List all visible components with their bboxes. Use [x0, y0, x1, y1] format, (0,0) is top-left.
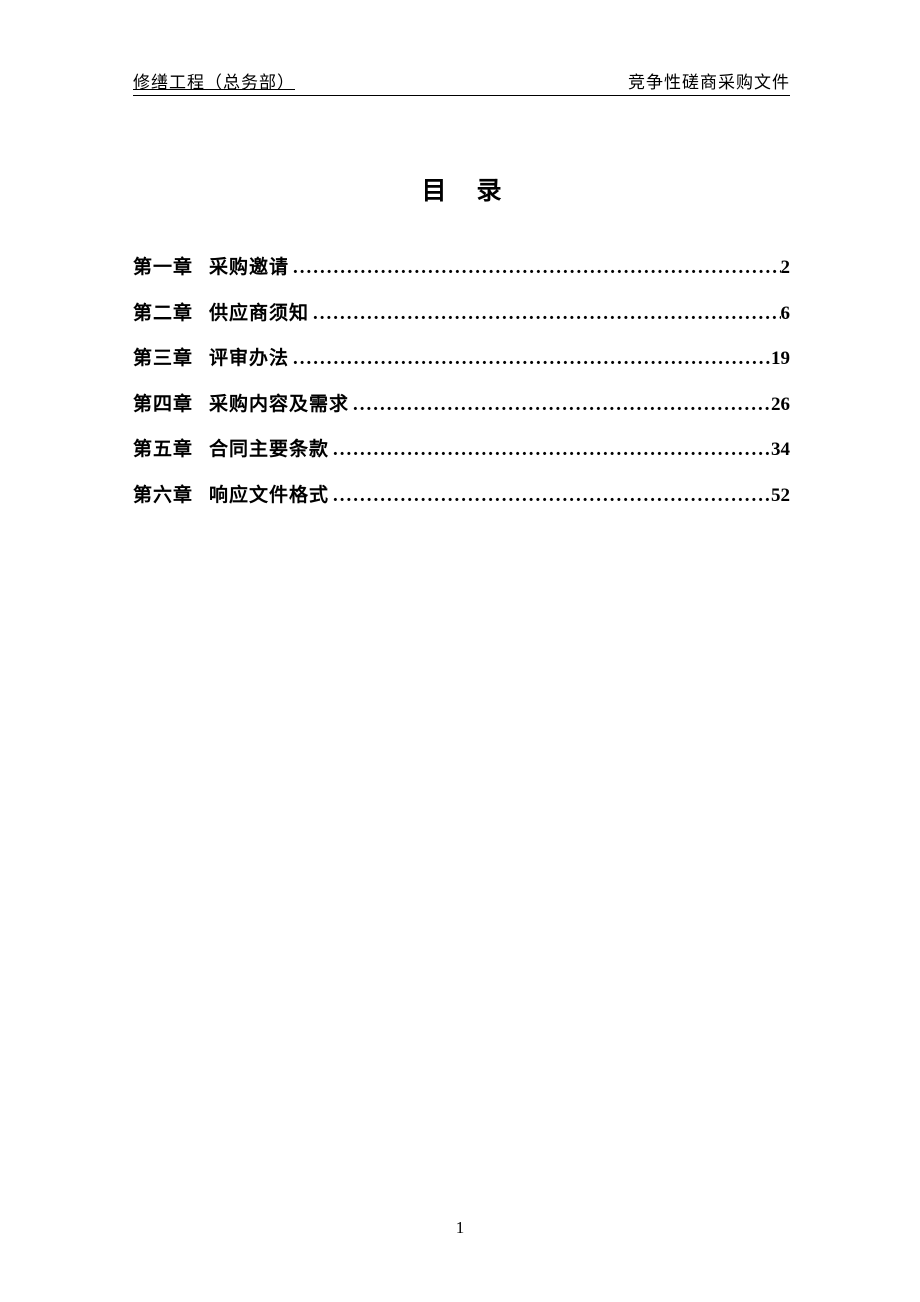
toc-entry: 第五章 合同主要条款 .............................… — [133, 437, 790, 464]
toc-title: 目录 — [133, 171, 790, 207]
table-of-contents: 第一章 采购邀请 ...............................… — [133, 255, 790, 510]
toc-name: 供应商须知 — [209, 301, 309, 328]
toc-chapter: 第二章 — [133, 301, 193, 328]
page-header: 修缮工程（总务部） 竞争性磋商采购文件 — [133, 68, 790, 96]
toc-dots: ........................................… — [289, 346, 771, 373]
header-right-text: 竞争性磋商采购文件 — [628, 68, 790, 93]
document-page: 修缮工程（总务部） 竞争性磋商采购文件 目录 第一章 采购邀请 ........… — [0, 0, 920, 510]
toc-page-number: 52 — [771, 483, 790, 510]
toc-name: 合同主要条款 — [209, 437, 329, 464]
toc-chapter: 第四章 — [133, 392, 193, 419]
toc-page-number: 34 — [771, 437, 790, 464]
toc-dots: ........................................… — [289, 255, 780, 282]
toc-entry: 第三章 评审办法 ...............................… — [133, 346, 790, 373]
toc-page-number: 2 — [781, 255, 791, 282]
toc-dots: ........................................… — [329, 483, 771, 510]
toc-chapter: 第五章 — [133, 437, 193, 464]
toc-entry: 第四章 采购内容及需求 ............................… — [133, 392, 790, 419]
toc-name: 评审办法 — [209, 346, 289, 373]
toc-page-number: 6 — [781, 301, 791, 328]
toc-name: 采购邀请 — [209, 255, 289, 282]
toc-page-number: 19 — [771, 346, 790, 373]
header-left-text: 修缮工程（总务部） — [133, 68, 295, 93]
toc-dots: ........................................… — [349, 392, 771, 419]
page-number: 1 — [0, 1218, 920, 1238]
toc-entry: 第六章 响应文件格式 .............................… — [133, 483, 790, 510]
toc-entry: 第二章 供应商须知 ..............................… — [133, 301, 790, 328]
toc-chapter: 第六章 — [133, 483, 193, 510]
toc-page-number: 26 — [771, 392, 790, 419]
toc-name: 采购内容及需求 — [209, 392, 349, 419]
toc-entry: 第一章 采购邀请 ...............................… — [133, 255, 790, 282]
toc-dots: ........................................… — [329, 437, 771, 464]
toc-chapter: 第三章 — [133, 346, 193, 373]
toc-chapter: 第一章 — [133, 255, 193, 282]
toc-dots: ........................................… — [309, 301, 780, 328]
toc-name: 响应文件格式 — [209, 483, 329, 510]
